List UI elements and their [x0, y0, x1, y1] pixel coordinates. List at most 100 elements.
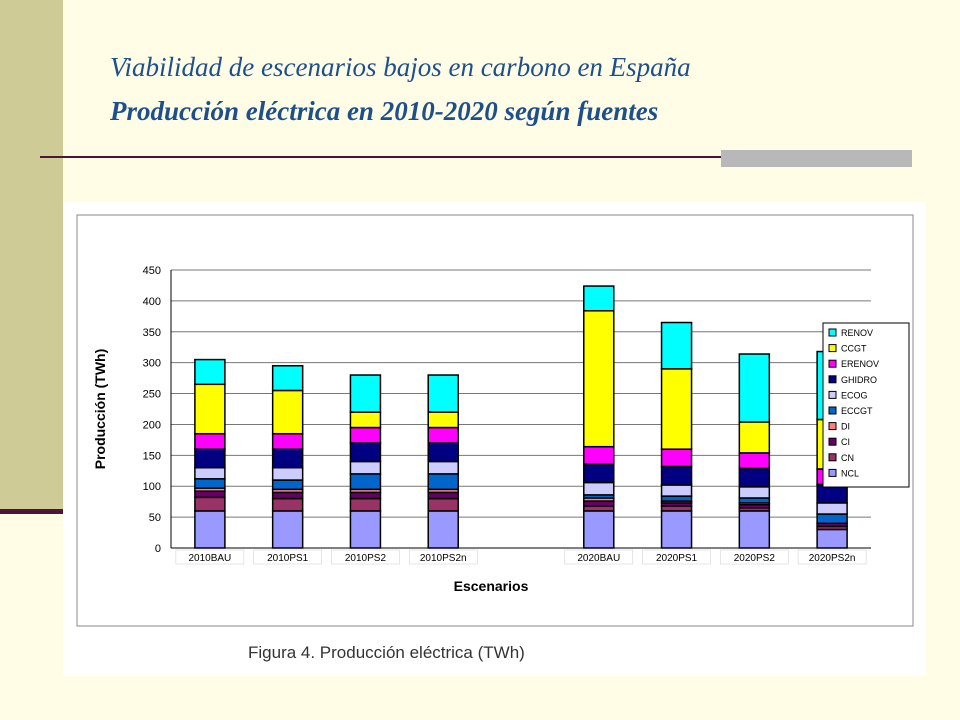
x-tick-label: 2020PS2n: [809, 553, 856, 564]
bar-segment-ecog: [816, 502, 848, 515]
legend-label: GHIDRO: [841, 375, 877, 385]
bar-segment-erenov: [583, 445, 615, 465]
stacked-bar-chart: 0 50 100 150 200 250 300 350 400 450 2010BAU 2010PS…: [76, 214, 914, 627]
bar-segment-eccgt: [349, 473, 382, 491]
bar-segment-ecog: [583, 481, 615, 496]
bar-segment-ncl: [271, 510, 304, 549]
bar-segment-ghidro: [660, 465, 693, 486]
legend-swatch: [828, 344, 837, 353]
bar-segment-renov: [349, 374, 382, 413]
title-divider-accent: [721, 150, 912, 167]
legend-label: ECCGT: [841, 406, 873, 416]
bar-segment-cn: [349, 497, 382, 512]
bar-segment-cn: [427, 497, 459, 512]
figure-frame: 0 50 100 150 200 250 300 350 400 450 2010BAU 2010PS…: [63, 202, 926, 676]
bar-segment-erenov: [349, 426, 382, 444]
slide-title: Viabilidad de escenarios bajos en carbon…: [110, 52, 691, 82]
x-axis-title: Escenarios: [454, 578, 529, 594]
legend-label: CI: [841, 437, 850, 447]
bar-segment-ghidro: [349, 442, 382, 463]
bar-segment-ccgt: [738, 421, 771, 454]
x-tick-box: [564, 549, 634, 565]
side-decor-rule: [0, 509, 63, 514]
y-tick-label: 200: [143, 419, 161, 431]
bar-segment-ncl: [583, 510, 615, 549]
bar-segment-erenov: [427, 426, 459, 444]
x-tick-box: [642, 549, 711, 565]
y-tick-label: 400: [143, 296, 161, 308]
x-tick-label: 2010BAU: [188, 553, 231, 564]
bar-segment-ecog: [194, 466, 226, 480]
legend-swatch: [828, 437, 837, 446]
bar-segment-eccgt: [427, 473, 459, 491]
bar-segment-ccgt: [583, 310, 615, 448]
x-tick-label: 2020PS2: [734, 553, 776, 564]
legend-swatch: [828, 453, 837, 462]
bar-segment-renov: [194, 358, 226, 386]
bar-segment-eccgt: [194, 478, 226, 489]
x-tick-box: [720, 549, 789, 565]
x-tick-box: [408, 549, 478, 565]
bar-segment-ecog: [349, 460, 382, 475]
legend-swatch: [828, 422, 837, 431]
legend-label: DI: [841, 422, 850, 432]
bar-segment-ecog: [660, 484, 693, 497]
bar-segment-erenov: [738, 452, 771, 470]
title-divider: [40, 156, 912, 158]
legend-label: RENOV: [841, 328, 873, 338]
legend-swatch: [828, 328, 837, 337]
legend-label: CCGT: [841, 344, 867, 354]
legend-swatch: [828, 375, 837, 384]
legend-label: ECOG: [841, 390, 868, 400]
x-tick-box: [797, 549, 867, 565]
bar-segment-renov: [427, 374, 459, 413]
legend-swatch: [828, 468, 837, 477]
bar-segment-ncl: [349, 510, 382, 549]
bar-segment-ncl: [194, 510, 226, 549]
bar-segment-eccgt: [271, 479, 304, 491]
bar-segment-ccgt: [194, 383, 226, 435]
x-tick-box: [331, 549, 400, 565]
y-tick-label: 350: [143, 327, 161, 339]
y-tick-label: 300: [143, 358, 161, 370]
bar-segment-ncl: [660, 510, 693, 549]
x-tick-label: 2010PS2n: [420, 553, 467, 564]
bar-segment-ghidro: [738, 467, 771, 488]
bar-segment-ghidro: [194, 448, 226, 469]
side-decor-bar: [0, 0, 63, 511]
legend-label: NCL: [841, 468, 859, 478]
bar-segment-renov: [583, 285, 615, 312]
legend-swatch: [828, 390, 837, 399]
bar-segment-ccgt: [427, 411, 459, 429]
y-tick-label: 0: [155, 543, 161, 555]
bar-segment-renov: [660, 321, 693, 370]
x-tick-label: 2010PS2: [345, 553, 387, 564]
bar-segment-ghidro: [271, 448, 304, 469]
y-tick-label: 450: [143, 265, 161, 277]
bar-segment-ncl: [738, 510, 771, 549]
x-tick-box: [175, 549, 245, 565]
figure-caption: Figura 4. Producción eléctrica (TWh): [248, 643, 525, 662]
bar-segment-ecog: [738, 486, 771, 499]
bar-segment-ccgt: [271, 389, 304, 435]
x-tick-label: 2020BAU: [577, 553, 620, 564]
slide-subtitle: Producción eléctrica en 2010-2020 según …: [110, 96, 659, 126]
bar-segment-ccgt: [349, 411, 382, 429]
legend-label: ERENOV: [841, 359, 879, 369]
bar-segment-ghidro: [427, 442, 459, 463]
bar-segment-cn: [271, 497, 304, 512]
legend-label: CN: [841, 453, 854, 463]
bar-segment-cn: [194, 496, 226, 512]
bar-segment-ncl: [427, 510, 459, 549]
bar-segment-ghidro: [583, 463, 615, 484]
x-tick-label: 2010PS1: [267, 553, 309, 564]
bar-segment-ci: [194, 490, 226, 499]
bar-segment-renov: [271, 365, 304, 392]
bar-segment-erenov: [660, 448, 693, 468]
y-tick-label: 50: [149, 512, 161, 524]
bar-segment-erenov: [194, 432, 226, 450]
legend-swatch: [828, 406, 837, 415]
bar-segment-ecog: [271, 466, 304, 481]
legend-box: [822, 322, 910, 488]
bar-segment-eccgt: [816, 513, 848, 525]
